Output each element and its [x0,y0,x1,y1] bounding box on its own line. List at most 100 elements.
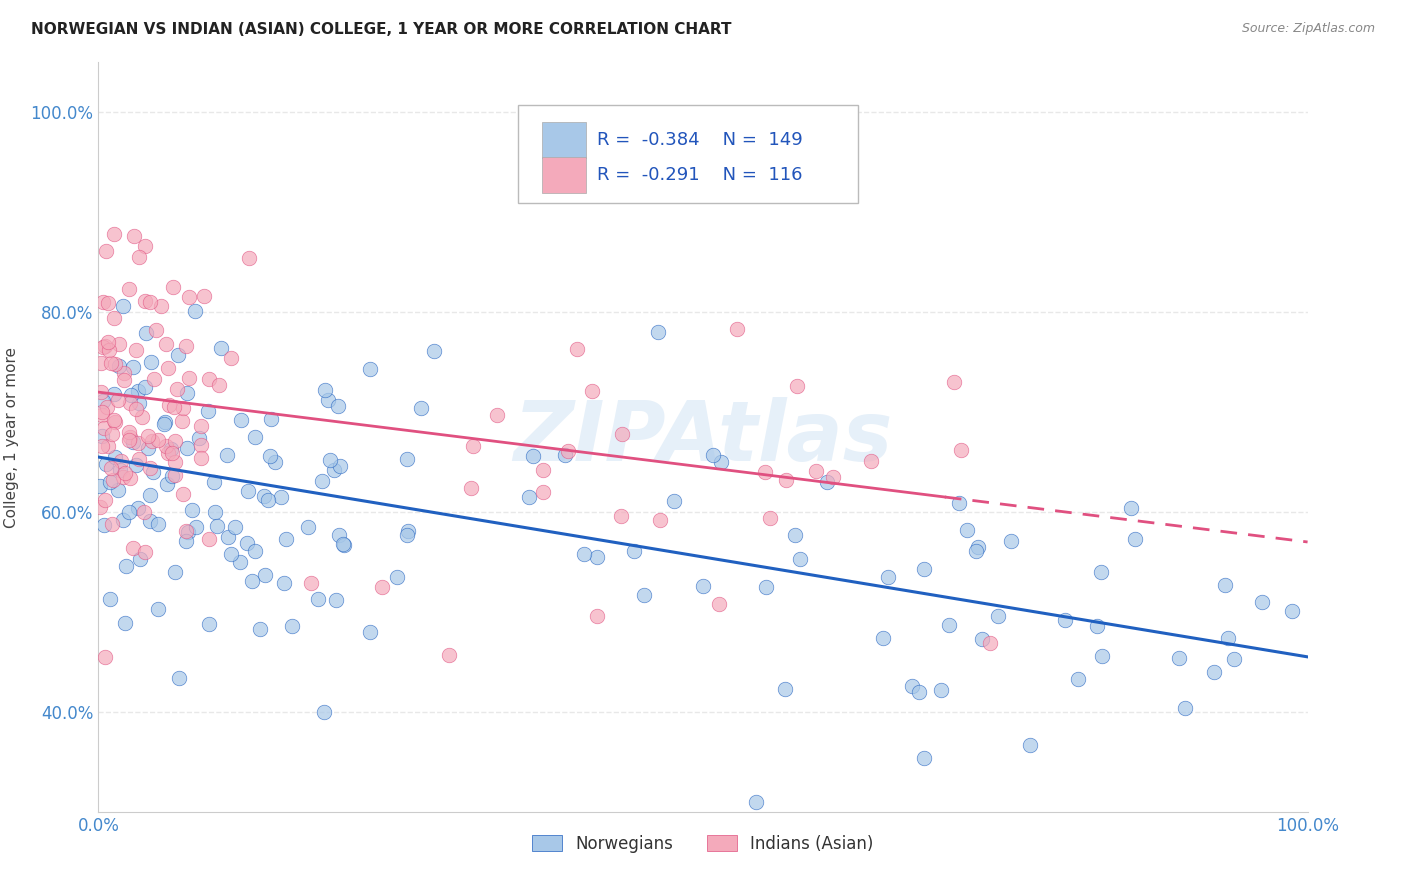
Point [146,602,169,616]
Point [193,289,215,303]
Point [91,429,114,443]
Point [815,475,838,489]
Point [107,392,129,407]
Point [91,394,114,409]
Point [166,382,188,396]
Point [623,544,645,558]
Point [127,384,149,398]
Point [707,597,730,611]
Point [329,458,352,473]
Point [131,410,153,425]
Point [1281,604,1303,618]
Point [948,496,970,510]
Point [163,400,186,414]
Point [118,282,141,296]
Point [122,435,145,450]
Point [98,343,121,357]
Point [333,537,356,551]
Point [754,580,776,594]
Point [987,609,1010,624]
Point [134,294,156,309]
Point [912,751,935,765]
Point [163,565,186,579]
Point [114,366,136,380]
Point [912,562,935,576]
Point [1067,672,1090,686]
Point [170,413,193,427]
Point [299,575,322,590]
Point [662,494,685,508]
Point [259,449,281,463]
Point [138,295,160,310]
Point [118,396,141,410]
Point [531,462,554,476]
Point [156,446,179,460]
Point [219,351,242,366]
Point [332,537,354,551]
Point [114,466,136,480]
Point [396,524,419,539]
Text: Source: ZipAtlas.com: Source: ZipAtlas.com [1241,22,1375,36]
Point [1216,631,1239,645]
Point [103,227,125,241]
Point [157,399,180,413]
Point [228,555,250,569]
Point [328,528,350,542]
Point [110,453,132,467]
Point [209,341,232,355]
Point [249,623,271,637]
Point [179,289,201,303]
Point [104,450,127,465]
Point [107,483,129,497]
Point [318,393,340,408]
Point [253,489,276,503]
Point [217,529,239,543]
Point [217,448,239,462]
Point [955,523,977,537]
Point [125,458,148,473]
Point [1121,500,1143,515]
Point [108,359,131,373]
Point [965,544,987,558]
Point [114,615,136,630]
Point [281,619,304,633]
Point [877,570,900,584]
Point [702,448,724,462]
Point [141,434,163,448]
Point [177,524,200,539]
Point [485,408,508,422]
Point [411,401,433,415]
Point [155,337,177,351]
Point [522,449,544,463]
Point [90,356,112,370]
Point [155,439,177,453]
Point [1000,534,1022,549]
Point [1167,650,1189,665]
Point [163,455,186,469]
Point [90,385,112,400]
Point [118,425,141,439]
Point [972,632,994,646]
Point [139,487,162,501]
Point [176,339,198,353]
Point [101,473,124,487]
Point [789,552,811,566]
Point [197,404,219,418]
Point [172,401,194,416]
Point [190,437,212,451]
Point [204,505,226,519]
Point [120,388,142,402]
Point [437,648,460,662]
Point [270,490,292,504]
Point [142,372,165,386]
Point [633,588,655,602]
Point [162,280,184,294]
Point [153,417,176,431]
Point [129,552,152,566]
Point [94,339,117,353]
Point [385,570,408,584]
Point [91,339,114,353]
Point [773,681,796,696]
Point [139,355,162,369]
Point [1018,739,1040,753]
